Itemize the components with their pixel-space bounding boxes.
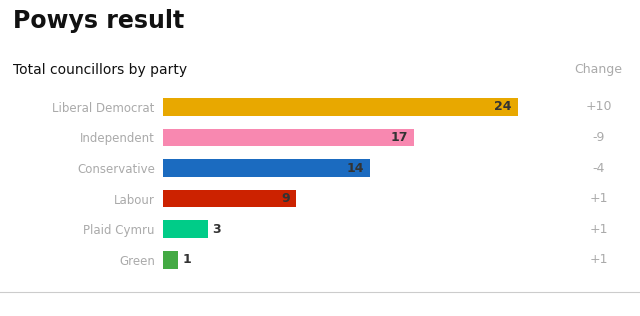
Bar xyxy=(163,159,370,177)
Text: 14: 14 xyxy=(347,161,364,174)
Text: +10: +10 xyxy=(585,100,612,113)
Text: Total councillors by party: Total councillors by party xyxy=(13,63,187,77)
Text: 24: 24 xyxy=(494,100,512,113)
Bar xyxy=(163,251,178,269)
Text: +1: +1 xyxy=(589,253,607,266)
Text: -4: -4 xyxy=(592,161,605,174)
Text: Change: Change xyxy=(575,63,623,76)
Bar xyxy=(163,190,296,207)
Text: BBC: BBC xyxy=(572,280,618,297)
Bar xyxy=(163,129,414,146)
Text: 3: 3 xyxy=(212,222,221,236)
Text: +1: +1 xyxy=(589,222,607,236)
Text: Powys result: Powys result xyxy=(13,9,184,33)
Text: 17: 17 xyxy=(391,131,408,144)
Bar xyxy=(163,220,207,238)
Text: 9: 9 xyxy=(282,192,290,205)
Text: 1: 1 xyxy=(182,253,191,266)
Text: -9: -9 xyxy=(592,131,605,144)
Text: +1: +1 xyxy=(589,192,607,205)
Bar xyxy=(163,98,518,116)
